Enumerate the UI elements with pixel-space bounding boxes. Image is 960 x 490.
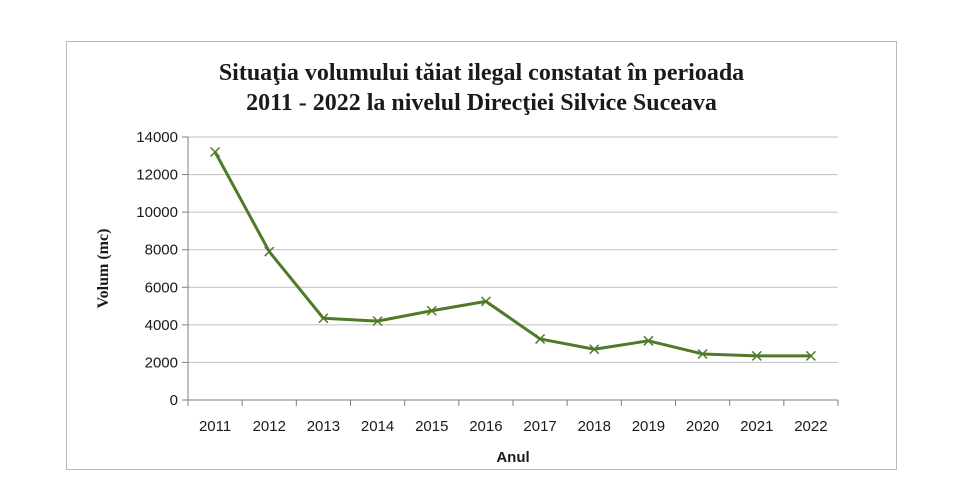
x-tick-label: 2021 xyxy=(740,418,773,435)
y-tick-label: 2000 xyxy=(145,354,178,371)
x-tick-label: 2022 xyxy=(794,418,827,435)
x-tick-label: 2016 xyxy=(469,418,502,435)
chart-title: Situaţia volumului tăiat ilegal constata… xyxy=(66,58,897,118)
data-point-marker xyxy=(372,316,383,327)
y-tick-label: 10000 xyxy=(136,204,178,221)
x-tick-label: 2013 xyxy=(307,418,340,435)
data-point-marker xyxy=(318,313,329,324)
data-point-marker xyxy=(264,246,275,257)
y-tick-label: 8000 xyxy=(145,242,178,259)
axes xyxy=(182,136,839,406)
series-line xyxy=(213,151,811,358)
data-point-marker xyxy=(643,335,654,346)
x-axis-label: Anul xyxy=(496,449,529,466)
y-tick-label: 4000 xyxy=(145,317,178,334)
chart-title-line-1: Situaţia volumului tăiat ilegal constata… xyxy=(218,60,745,86)
gridlines xyxy=(188,136,838,363)
series xyxy=(210,146,816,361)
x-tick-label: 2019 xyxy=(632,418,665,435)
y-axis-label: Volum (mc) xyxy=(95,229,112,309)
chart-frame xyxy=(66,41,897,470)
x-tick-label: 2015 xyxy=(415,418,448,435)
data-point-marker xyxy=(535,333,546,344)
y-tick-label: 6000 xyxy=(145,279,178,296)
x-tick-label: 2020 xyxy=(686,418,719,435)
data-point-marker xyxy=(480,296,491,307)
x-tick-labels: 2011 2012 2013 2014 2015 2016 2017 2018 2019 2020… xyxy=(199,418,828,435)
x-tick-label: 2018 xyxy=(578,418,611,435)
x-tick-label: 2011 xyxy=(199,418,231,435)
y-tick-labels: 0 2000 4000 6000 8000 10000 12000 14000 xyxy=(136,129,178,409)
x-tick-label: 2012 xyxy=(253,418,286,435)
x-tick-label: 2014 xyxy=(361,418,394,435)
y-tick-label: 0 xyxy=(170,392,178,409)
y-tick-label: 14000 xyxy=(136,129,178,146)
y-tick-label: 12000 xyxy=(136,167,178,184)
data-point-marker xyxy=(697,348,708,360)
data-point-marker xyxy=(589,344,600,355)
data-point-marker xyxy=(210,146,221,158)
data-point-marker xyxy=(751,350,762,361)
data-point-marker xyxy=(805,350,816,361)
data-point-marker xyxy=(426,305,437,316)
chart-title-line-2: 2011 - 2022 la nivelul Direcţiei Silvice… xyxy=(246,90,717,116)
x-tick-label: 2017 xyxy=(523,418,556,435)
